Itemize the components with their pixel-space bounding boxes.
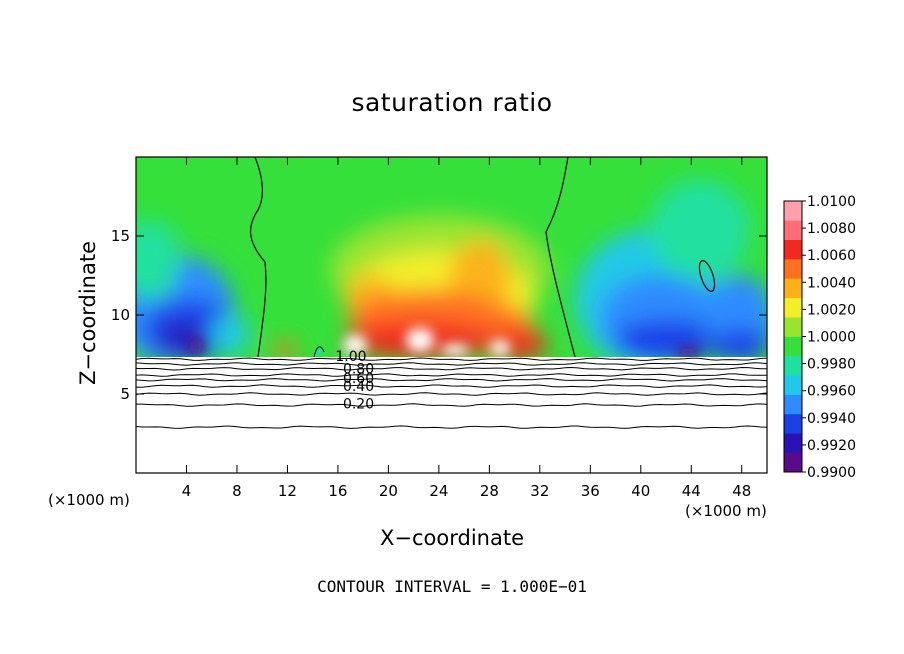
- contour-line: [135, 357, 768, 361]
- colorbar-swatch: [784, 375, 802, 395]
- contour-label: 1.00: [335, 349, 366, 365]
- colorbar-swatch: [784, 201, 802, 221]
- x-tick-label: 48: [732, 482, 751, 500]
- y-tick-label: 5: [120, 385, 130, 403]
- contour-line: [135, 384, 768, 388]
- contour-labels: 1.000.800.600.400.20: [335, 349, 374, 412]
- contour-label: 0.60: [343, 371, 374, 387]
- colorbar-swatch: [784, 355, 802, 376]
- colorbar-label: 1.0000: [807, 330, 856, 346]
- y-axis: 5 10 15: [111, 227, 767, 403]
- colorbar-label: 0.9980: [807, 357, 856, 373]
- colorbar-label: 1.0040: [807, 275, 856, 291]
- colorbar-swatch: [784, 278, 802, 299]
- y-tick-label: 10: [111, 306, 130, 324]
- contour-line: [135, 373, 767, 377]
- contour-line: [135, 362, 768, 366]
- x-tick-label: 20: [379, 482, 398, 500]
- colorbar-label: 0.9900: [807, 465, 856, 481]
- x-unit-left: (×1000 m): [48, 491, 130, 509]
- contour-line: [136, 403, 768, 407]
- colorbar-swatch: [784, 336, 802, 357]
- y-axis-label: Z−coordinate: [76, 241, 100, 385]
- saturation-field: [136, 157, 767, 357]
- colorbar-swatch: [784, 239, 802, 260]
- x-tick-label: 12: [278, 482, 297, 500]
- colorbar-label: 0.9940: [807, 411, 856, 427]
- x-tick-label: 16: [328, 482, 347, 500]
- contour-lines: [135, 357, 768, 429]
- contour-line: [135, 425, 768, 429]
- x-tick-label: 44: [682, 482, 701, 500]
- x-tick-label: 8: [232, 482, 242, 500]
- x-axis-label: X−coordinate: [380, 526, 524, 550]
- x-tick-label: 24: [429, 482, 448, 500]
- colorbar-label: 0.9960: [807, 384, 856, 400]
- chart-title: saturation ratio: [351, 88, 553, 117]
- colorbar-swatch: [784, 317, 802, 337]
- contour-line: [135, 378, 768, 382]
- colorbar-label: 1.0080: [807, 221, 856, 237]
- contour-interval-note: CONTOUR INTERVAL = 1.000E−01: [317, 577, 587, 596]
- colorbar-swatch: [784, 413, 802, 434]
- colorbar-swatch: [784, 394, 802, 415]
- colorbar-label: 0.9920: [807, 438, 856, 454]
- y-tick-label: 15: [111, 227, 130, 245]
- colorbar-swatch: [784, 259, 802, 279]
- colorbar-label: 1.0020: [807, 302, 856, 318]
- contour-label: 0.80: [343, 362, 374, 378]
- colorbar-swatch: [784, 452, 802, 473]
- x-tick-label: 28: [480, 482, 499, 500]
- contour-line: [135, 366, 767, 371]
- x-tick-label: 4: [182, 482, 192, 500]
- x-tick-label: 40: [631, 482, 650, 500]
- x-axis: 4 8 12 16 20 24 28 32 36 40 44 48: [182, 157, 751, 500]
- colorbar-swatch: [784, 220, 802, 241]
- x-unit-right: (×1000 m): [685, 502, 767, 520]
- colorbar-label: 1.0060: [807, 248, 856, 264]
- contour-label: 0.20: [343, 396, 374, 412]
- colorbar-label: 1.0100: [807, 194, 856, 210]
- colorbar-swatch: [784, 297, 802, 318]
- contour-line: [135, 392, 768, 396]
- x-tick-label: 32: [530, 482, 549, 500]
- contour-label: 0.40: [343, 379, 374, 395]
- colorbar-swatch: [784, 433, 802, 453]
- colorbar: 1.0100 1.0080 1.0060 1.0040 1.0020 1.0000 0.99…: [783, 194, 856, 481]
- x-tick-label: 36: [581, 482, 600, 500]
